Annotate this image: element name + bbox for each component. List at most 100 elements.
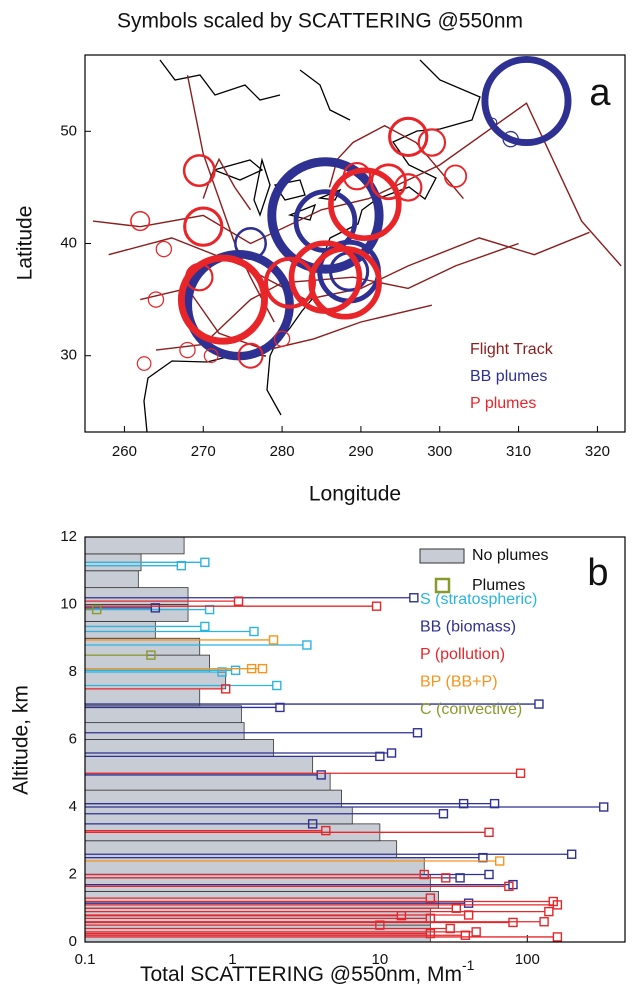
plume-marker	[386, 748, 397, 758]
plume-marker	[484, 869, 494, 880]
x-axis-label-sup: -1	[462, 957, 475, 973]
bar	[84, 536, 185, 555]
plume-marker	[504, 881, 514, 892]
y-tick-label: 30	[60, 347, 77, 364]
plume-marker	[268, 635, 279, 645]
bar	[84, 570, 139, 589]
plume-marker	[438, 809, 449, 819]
y-tick-label: 50	[60, 122, 77, 139]
x-tick-label: 300	[427, 443, 452, 460]
plume-marker	[471, 927, 481, 937]
legend-label: BB (biomass)	[420, 619, 516, 636]
y-tick-label: 8	[69, 663, 77, 680]
plume-circle	[393, 173, 423, 202]
y-tick-label: 12	[60, 528, 77, 545]
plume-circle	[147, 291, 165, 308]
map-marks	[92, 55, 622, 371]
bar	[84, 772, 331, 791]
bar	[84, 671, 227, 690]
plume-marker	[409, 593, 419, 603]
x-tick-label: 290	[348, 443, 373, 460]
plume-marker	[463, 898, 474, 908]
x-tick-label: 100	[515, 951, 540, 968]
plume-marker	[233, 596, 244, 606]
legend-label: BB plumes	[470, 368, 547, 385]
x-tick-label: 260	[112, 443, 137, 460]
bar	[84, 890, 439, 909]
x-tick-label: 320	[585, 443, 610, 460]
legend-label: C (convective)	[420, 701, 522, 718]
bar	[84, 857, 425, 875]
bar	[84, 688, 201, 707]
plume-marker	[515, 768, 526, 778]
plume-marker	[455, 873, 465, 883]
plume-marker	[460, 930, 471, 940]
plume-circle	[443, 164, 468, 188]
plume-circle	[234, 227, 267, 260]
bar	[84, 587, 189, 605]
flight-track	[92, 75, 622, 351]
plume-circle	[308, 246, 382, 320]
plume-marker	[176, 560, 187, 571]
plume-marker	[275, 702, 285, 713]
bar	[84, 739, 274, 757]
bar	[84, 722, 245, 740]
plume-circle	[182, 154, 216, 188]
x-axis-label-text: Total SCATTERING @550nm, Mm	[140, 963, 462, 986]
bar	[84, 637, 201, 656]
x-tick-label: 270	[191, 443, 216, 460]
y-tick-label: 4	[69, 798, 77, 815]
plume-circle	[177, 254, 268, 345]
plume-marker	[566, 849, 577, 859]
plume-circle	[237, 342, 264, 369]
plume-circle	[155, 240, 173, 258]
plume-marker	[302, 640, 312, 650]
bar	[84, 789, 342, 808]
plume-circle	[487, 117, 498, 128]
bar	[84, 755, 314, 774]
plume-marker	[495, 856, 505, 866]
bar-frame	[84, 536, 626, 943]
plume-marker	[552, 900, 563, 910]
plume-marker	[539, 917, 549, 927]
plume-circle	[417, 128, 447, 157]
bar	[84, 705, 242, 724]
plume-marker	[200, 557, 210, 568]
plume-marker	[200, 621, 210, 632]
plume-marker	[599, 802, 609, 812]
bar	[84, 806, 353, 825]
plume-circle	[185, 262, 214, 292]
x-axis-label: Longitude	[309, 483, 401, 506]
plume-circle	[267, 157, 384, 274]
plume-circle	[130, 210, 151, 232]
legend-label: Flight Track	[470, 341, 554, 358]
plume-marker	[371, 601, 382, 611]
legend-swatch	[434, 577, 451, 594]
map-layer: 260 270 280 290 300 310 320 30 40 50 Flight Track B…	[60, 55, 622, 460]
y-tick-label: 40	[60, 234, 77, 251]
y-tick-label: 2	[69, 865, 77, 882]
legend-label: Plumes	[472, 577, 525, 594]
plume-circle	[293, 189, 358, 253]
plume-circle	[502, 130, 519, 148]
x-tick-label: 1	[228, 951, 236, 968]
plume-circle	[328, 167, 402, 241]
plume-marker	[534, 699, 544, 709]
x-tick-label: 280	[270, 443, 295, 460]
bar	[84, 620, 156, 639]
y-tick-label: 10	[60, 595, 77, 612]
panel-label: a	[589, 72, 611, 114]
y-axis-label: Altitude, km	[10, 685, 33, 795]
plume-circle	[481, 55, 572, 147]
plume-circle	[388, 116, 429, 158]
bar-layer: 0.1 1 10 100 0 2 4 6 8 10 12 S (stratospheric) BB (b…	[60, 528, 609, 968]
legend-swatch	[419, 548, 465, 564]
legend-label: P (pollution)	[420, 646, 505, 663]
y-axis-label: Latitude	[14, 206, 37, 281]
plume-marker	[257, 663, 268, 674]
plume-marker	[272, 680, 282, 691]
plume-marker	[91, 604, 102, 615]
plume-marker	[484, 827, 494, 838]
plume-marker	[412, 728, 423, 738]
